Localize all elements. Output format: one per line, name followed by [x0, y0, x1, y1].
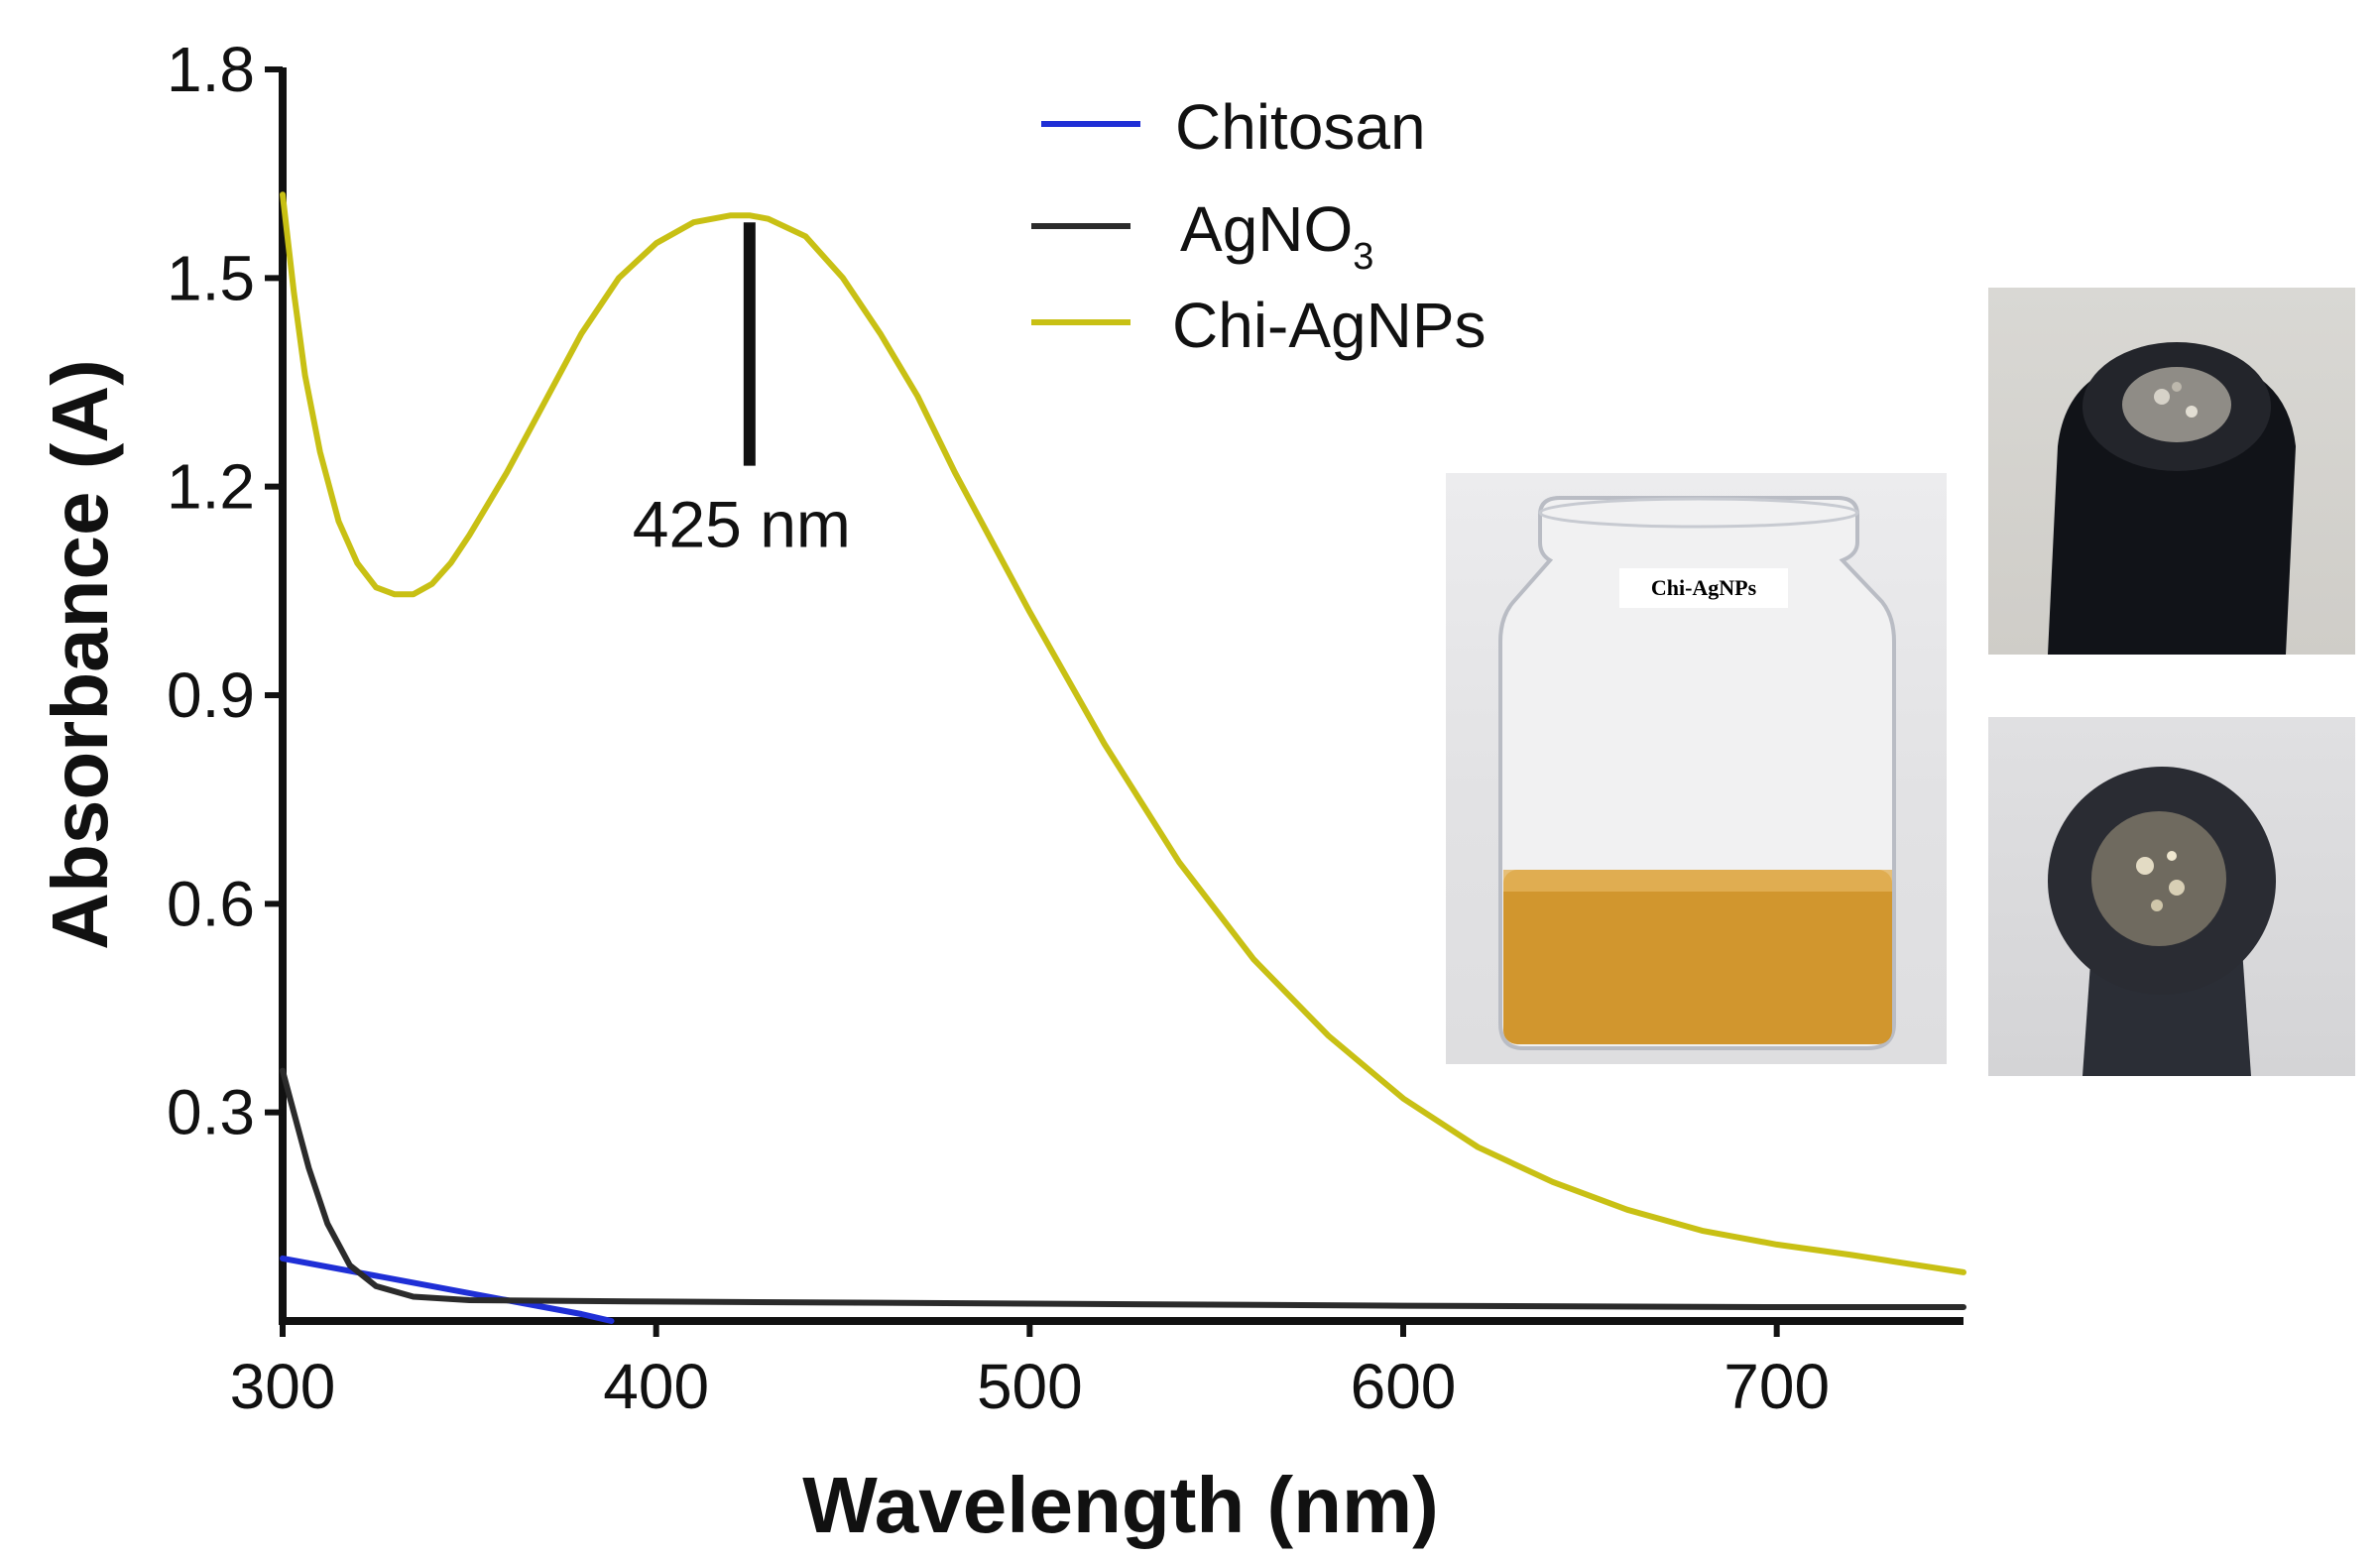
y-tick-label: 0.9 — [167, 660, 255, 731]
legend: Chitosan AgNO3 Chi-AgNPs — [1031, 91, 1487, 361]
vial-photo: Chi-AgNPs — [1446, 473, 1947, 1064]
x-tick-label: 500 — [977, 1351, 1083, 1422]
x-ticks: 300 400 500 600 700 — [230, 1321, 1830, 1422]
electrode-bottom-illustration — [2048, 767, 2276, 1076]
legend-label-agno3-main: AgNO — [1180, 193, 1353, 265]
electrode-photo-bottom — [1988, 717, 2355, 1076]
series-line-agno3 — [280, 1067, 1966, 1310]
annotation-layer: 425 nm — [633, 222, 851, 561]
series-line-chi-agnps — [280, 191, 1966, 1275]
y-tick-label: 1.5 — [167, 242, 255, 313]
x-tick-label: 400 — [603, 1351, 709, 1422]
legend-label-agno3: AgNO3 — [1180, 193, 1373, 278]
series-line-chitosan — [280, 1255, 615, 1324]
x-tick-label: 700 — [1724, 1351, 1830, 1422]
x-axis-title: Wavelength (nm) — [802, 1461, 1438, 1549]
electrode-photo-top — [1988, 288, 2355, 655]
vial-label: Chi-AgNPs — [1619, 568, 1788, 608]
y-axis-title: Absorbance (A) — [36, 359, 124, 950]
y-tick-label: 1.8 — [167, 34, 255, 105]
legend-label-chi-agnps: Chi-AgNPs — [1172, 290, 1487, 361]
y-tick-label: 0.6 — [167, 868, 255, 939]
y-tick-label: 1.2 — [167, 451, 255, 523]
legend-label-chitosan: Chitosan — [1175, 91, 1426, 163]
series-layer — [280, 191, 1966, 1324]
y-tick-label: 0.3 — [167, 1077, 255, 1148]
x-tick-label: 300 — [230, 1351, 336, 1422]
legend-label-agno3-sub: 3 — [1353, 236, 1373, 278]
peak-label: 425 nm — [633, 488, 851, 561]
electrode-top-illustration — [2048, 342, 2296, 655]
vial-illustration — [1498, 496, 1896, 1050]
y-ticks: 0.3 0.6 0.9 1.2 1.5 1.8 — [167, 34, 283, 1148]
x-tick-label: 600 — [1351, 1351, 1457, 1422]
